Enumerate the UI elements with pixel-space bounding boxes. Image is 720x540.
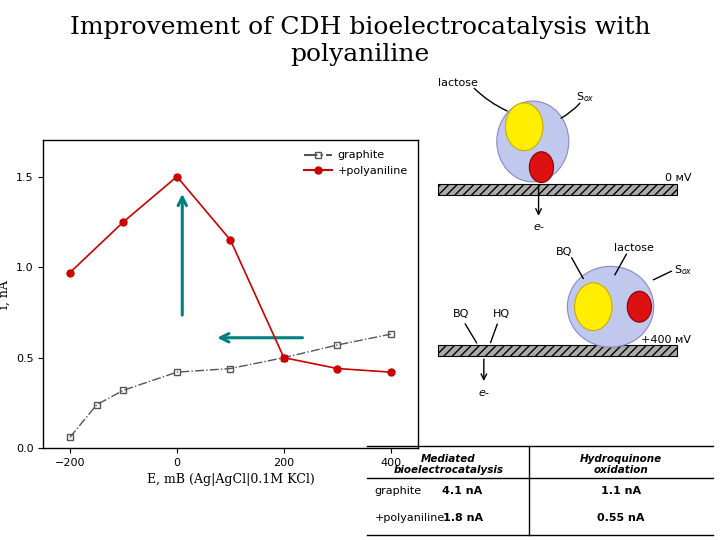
Text: 1.8 nA: 1.8 nA [443, 514, 482, 523]
Text: 0 мV: 0 мV [665, 173, 691, 183]
Text: +400 мV: +400 мV [642, 335, 691, 345]
Text: +polyaniline: +polyaniline [374, 514, 445, 523]
Text: 1.1 nA: 1.1 nA [601, 487, 641, 496]
Circle shape [575, 283, 612, 330]
X-axis label: E, mB (Ag|AgCl|0.1M KCl): E, mB (Ag|AgCl|0.1M KCl) [147, 474, 314, 487]
Ellipse shape [497, 101, 569, 182]
Circle shape [529, 152, 554, 183]
Text: BQ: BQ [453, 309, 469, 319]
Text: lactose: lactose [613, 243, 654, 253]
Text: e-: e- [533, 222, 544, 232]
Text: lactose: lactose [438, 78, 477, 87]
Text: Mediated
bioelectrocatalysis: Mediated bioelectrocatalysis [393, 454, 503, 475]
Text: Hydroquinone
oxidation: Hydroquinone oxidation [580, 454, 662, 475]
Circle shape [627, 291, 652, 322]
Text: S$_{ox}$: S$_{ox}$ [674, 263, 693, 277]
Text: Improvement of CDH bioelectrocatalysis with
polyaniline: Improvement of CDH bioelectrocatalysis w… [70, 16, 650, 66]
Bar [438, 184, 677, 195]
Legend: graphite, +polyaniline: graphite, +polyaniline [300, 146, 412, 180]
Y-axis label: i, nA: i, nA [0, 280, 10, 309]
Text: e-: e- [478, 388, 490, 397]
Text: S$_{ox}$: S$_{ox}$ [576, 91, 595, 104]
Text: 0.55 nA: 0.55 nA [598, 514, 644, 523]
Text: HQ: HQ [492, 309, 510, 319]
Ellipse shape [567, 266, 654, 347]
Bar [438, 345, 677, 356]
Text: BQ: BQ [557, 247, 572, 256]
Text: graphite: graphite [374, 487, 421, 496]
Text: 4.1 nA: 4.1 nA [443, 487, 482, 496]
Circle shape [505, 103, 543, 151]
